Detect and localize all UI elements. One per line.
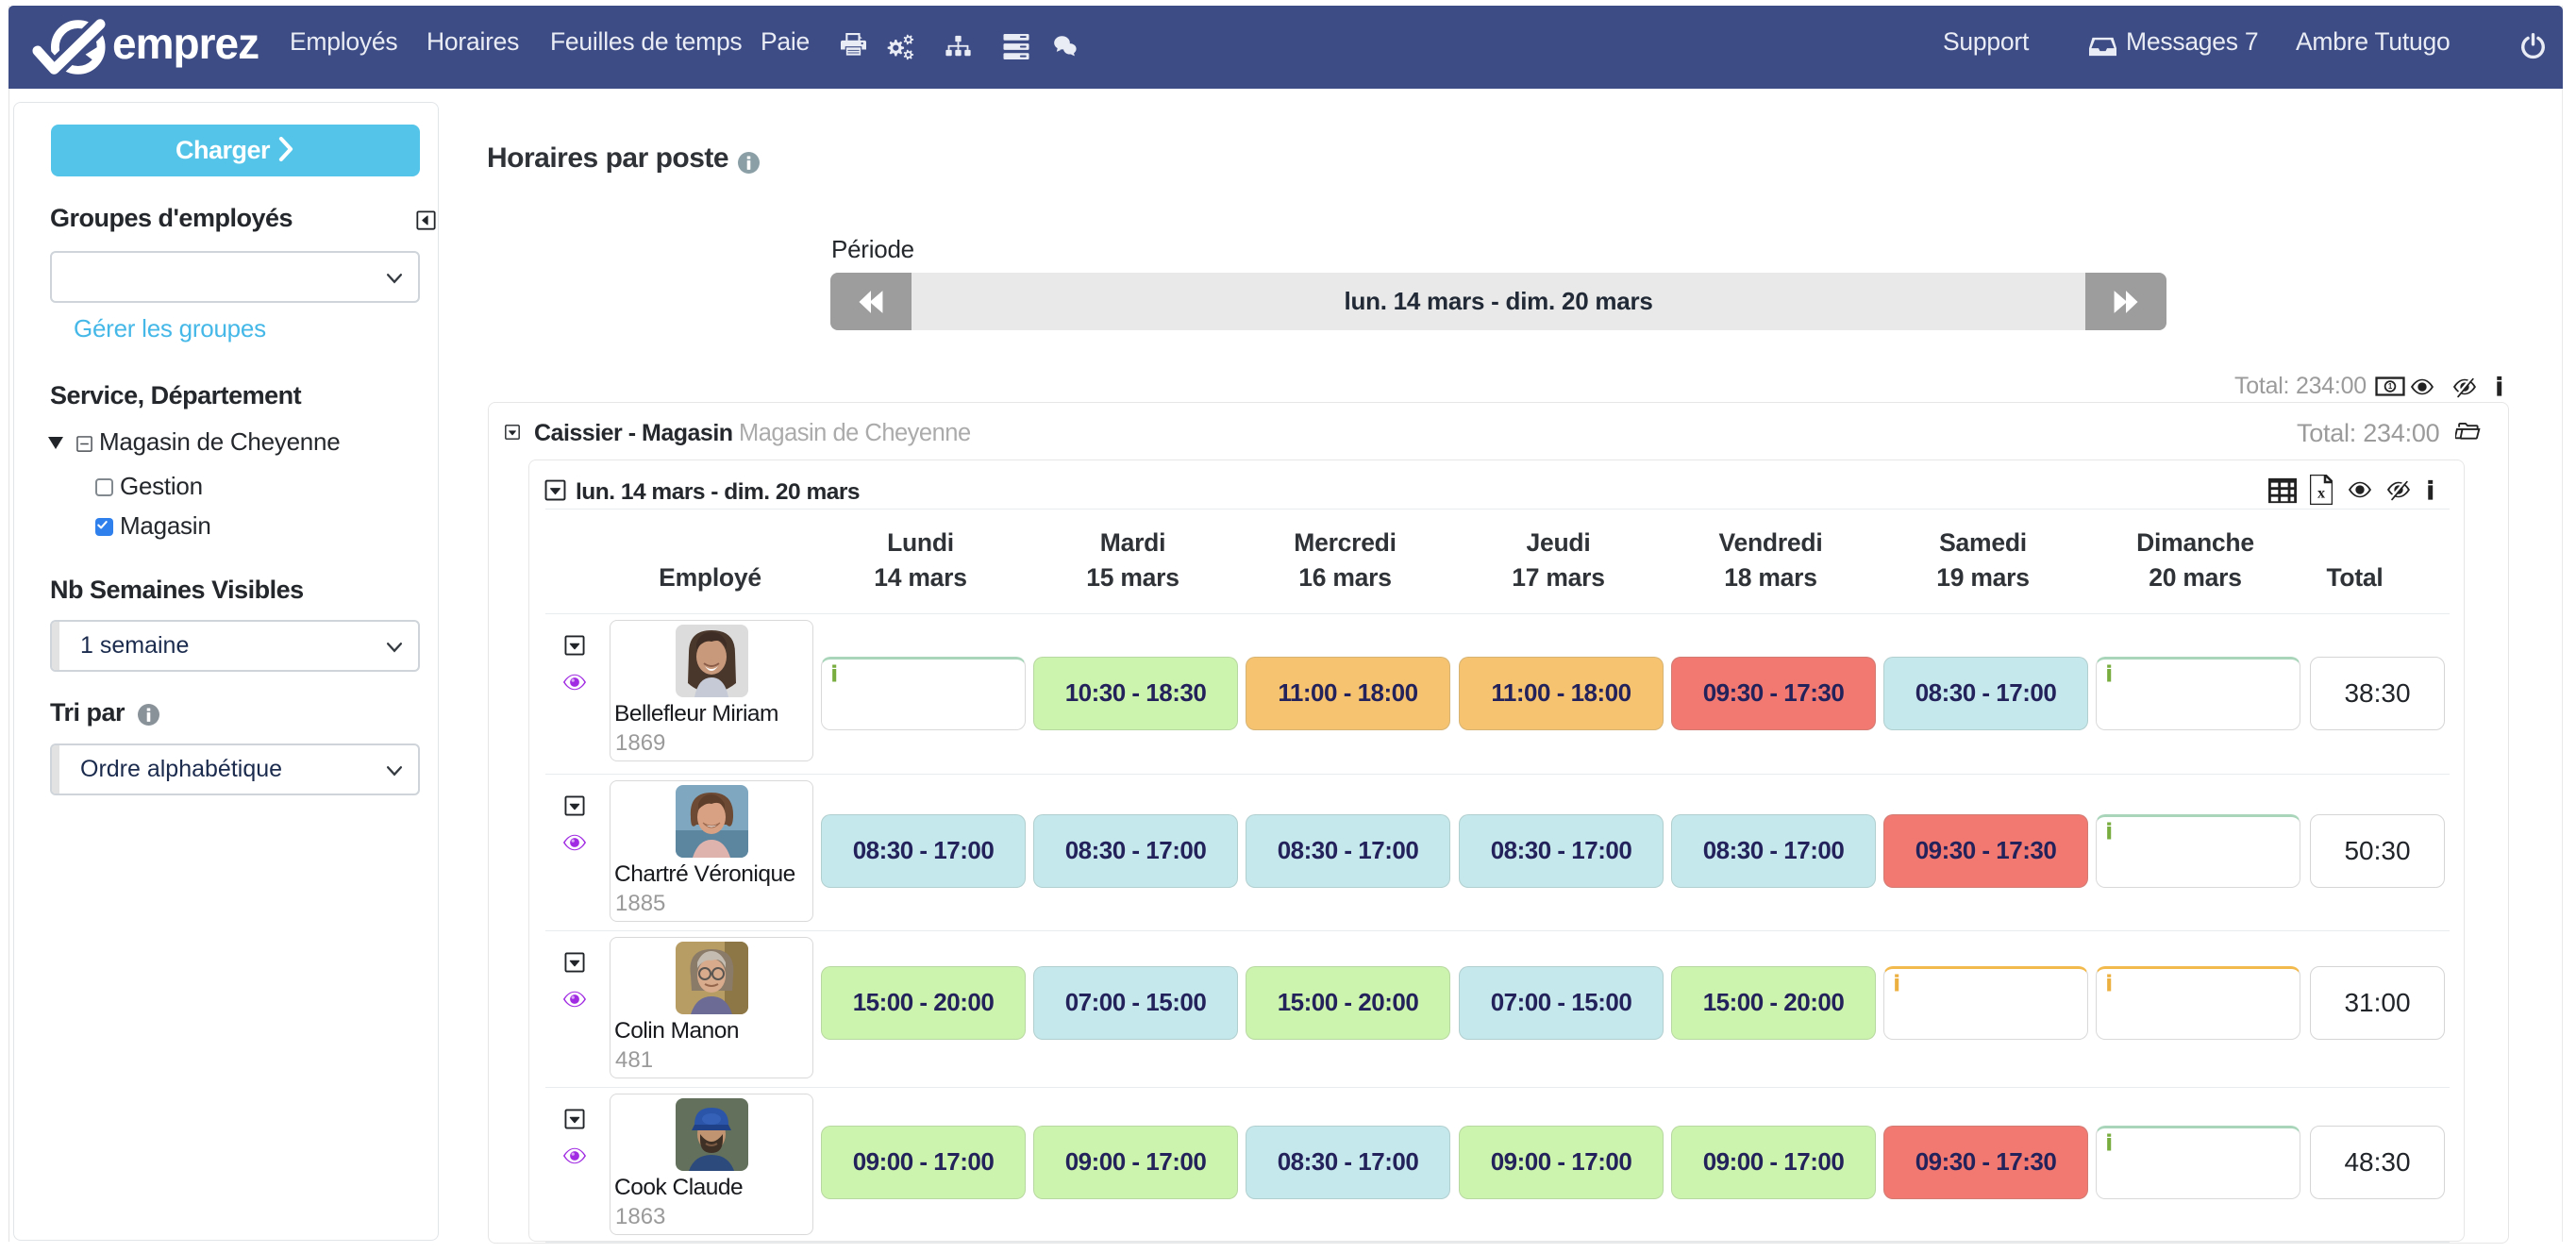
svg-text:1: 1 xyxy=(2388,382,2393,391)
svg-text:x: x xyxy=(2317,484,2326,501)
